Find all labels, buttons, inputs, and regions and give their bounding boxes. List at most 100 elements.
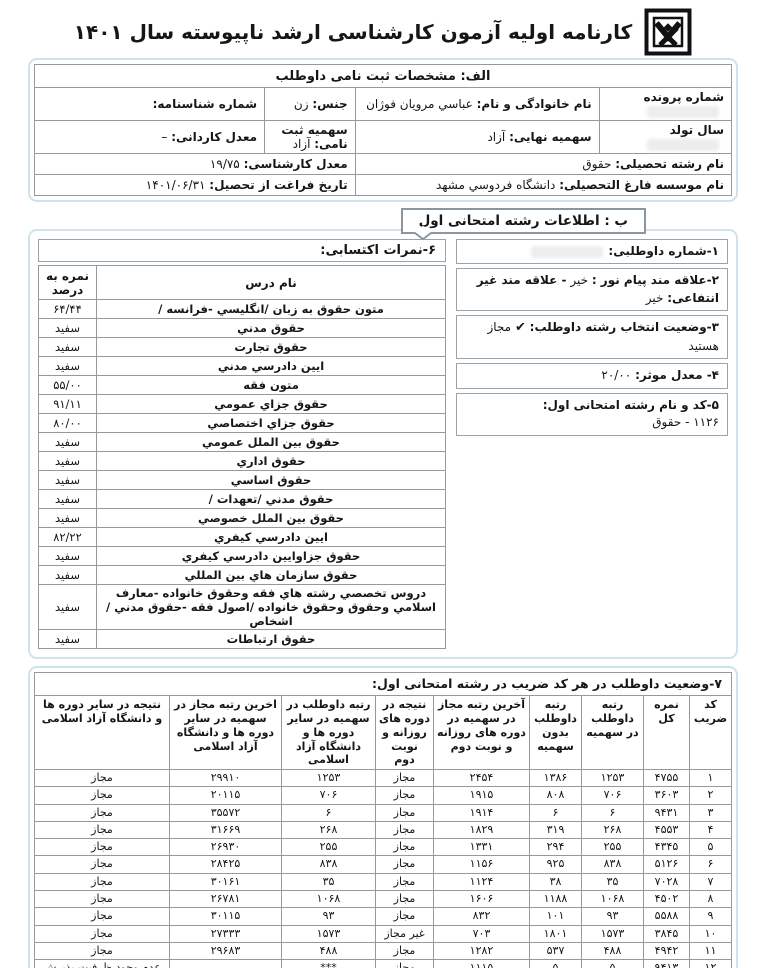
score-value-cell: ۶۴/۴۴ [38, 299, 97, 319]
section-b-title-box: ب : اطلاعات رشته امتحانی اول [400, 208, 646, 234]
info-row: نام رشته تحصیلی: حقوق معدل کارشناسی: ۱۹/… [34, 153, 733, 175]
score-row: متون حقوق به زبان /انگليسي -فرانسه /۶۴/۴… [38, 299, 446, 319]
status-cell: ۲۵۵ [581, 838, 644, 857]
interest-box: ۲-علاقه مند پیام نور : خیر - علاقه مند غ… [456, 268, 728, 312]
status-cell: ۱۱۸۸ [529, 890, 582, 909]
selection-status-value: مجاز هستید [487, 320, 719, 354]
status-cell: مجاز [375, 768, 434, 788]
status-cell: ۱۰۶۸ [581, 890, 644, 909]
status-cell: ۱۱ [689, 941, 732, 961]
status-cell: مجاز [34, 890, 170, 909]
gender-label: جنس: [312, 97, 348, 111]
status-cell: مجاز [34, 924, 170, 943]
status-cell: مجاز [34, 855, 170, 874]
status-cell: ۹۴۱۳ [643, 959, 690, 968]
status-cell: ۳ [689, 803, 732, 822]
status-cell: ۱۱۵۶ [433, 855, 530, 874]
status-cell: ۶ [529, 803, 582, 822]
score-value-cell: سفيد [38, 584, 97, 630]
status-row: ۶ ۵۱۲۶ ۸۳۸ ۹۲۵ ۱۱۵۶ مجاز ۸۳۸ ۲۸۴۲۵ مجاز [34, 855, 732, 874]
sanjesh-logo-icon [644, 8, 692, 56]
status-cell: ۷۰۲۸ [643, 872, 690, 892]
assoc-gpa-cell: معدل کاردانی: – [33, 120, 266, 154]
status-cell: ۲۴۵۴ [433, 768, 530, 788]
exam-field-value: ۱۱۲۶ - حقوق [652, 415, 719, 430]
status-cell: ۵۱۲۶ [643, 855, 690, 874]
status-cell: ۸۳۲ [433, 907, 530, 926]
score-row: ايين دادرسي مدني سفيد [38, 356, 446, 376]
scores-title: ۶-نمرات اکتسابی: [38, 239, 446, 262]
file-number-label: شماره پرونده [643, 90, 724, 104]
status-cell: ۲۸۴۲۵ [169, 855, 282, 874]
selection-status-label: ۳-وضعیت انتخاب رشته داوطلب: [529, 320, 719, 335]
section-a-container: الف: مشخصات ثبت نامی داوطلب شماره پرونده… [28, 58, 738, 202]
status-cell: مجاز [34, 768, 170, 788]
col-header-last-allowed-rank-day: آخرین رتبه مجاز در سهمیه در دوره های روز… [433, 695, 530, 770]
status-cell: ۲۹۴ [529, 838, 582, 857]
grad-date-label: تاریخ فراغت از تحصیل: [209, 178, 348, 192]
status-cell: مجاز [375, 838, 434, 857]
score-value-cell: سفيد [38, 489, 97, 509]
status-cell: مجاز [375, 959, 434, 968]
status-cell: ۶ [281, 803, 376, 822]
status-cell: ۱۹۱۴ [433, 803, 530, 822]
status-cell: ۲۰۱۱۵ [169, 786, 282, 805]
status-cell: ۱۶۰۶ [433, 890, 530, 909]
payamnoor-interest-value: خیر [570, 273, 588, 288]
section-b-title: ب : اطلاعات رشته امتحانی اول [418, 213, 628, 229]
birth-year-cell: سال تولد [598, 120, 733, 154]
id-number-cell: شماره شناسنامه: [33, 87, 266, 121]
score-row: دروس تخصصي رشته هاي فقه وحقوق خانواده -م… [38, 584, 446, 630]
scores-table: نام درس نمره به درصد متون حقوق به زبان /… [38, 265, 446, 649]
col-header-rank-without-quota: رتبه داوطلب بدون سهمیه [529, 695, 582, 770]
status-cell: ۳۸۴۵ [643, 924, 690, 943]
score-row: حقوق جزاي عمومي ۹۱/۱۱ [38, 394, 446, 414]
status-title-row: ۷-وضعیت داوطلب در هر کد ضریب در رشته امت… [34, 671, 732, 697]
status-cell: مجاز [375, 890, 434, 909]
score-row: حقوق تجارت سفيد [38, 337, 446, 357]
course-name-cell: حقوق اداري [96, 451, 446, 471]
score-value-cell: سفيد [38, 546, 97, 566]
score-row: متون فقه ۵۵/۰۰ [38, 375, 446, 395]
bsc-gpa-label: معدل کارشناسی: [243, 157, 348, 171]
status-cell: ۴۸۸ [281, 941, 376, 961]
status-cell: ۸۳۸ [281, 855, 376, 874]
score-value-cell: ۸۰/۰۰ [38, 413, 97, 433]
status-row: ۹ ۵۵۸۸ ۹۳ ۱۰۱ ۸۳۲ مجاز ۹۳ ۳۰۱۱۵ مجاز [34, 907, 732, 926]
status-cell: مجاز [375, 941, 434, 961]
final-quota-cell: سهمیه نهایی: آزاد [354, 120, 600, 154]
status-row: ۸ ۴۵۰۲ ۱۰۶۸ ۱۱۸۸ ۱۶۰۶ مجاز ۱۰۶۸ ۲۶۷۸۱ مجاز [34, 890, 732, 909]
course-name-cell: دروس تخصصي رشته هاي فقه وحقوق خانواده -م… [96, 584, 446, 630]
course-name-cell: حقوق جزاي اختصاصي [96, 413, 446, 433]
status-cell: ۱۸۲۹ [433, 820, 530, 840]
nonprofit-interest-value: خیر [645, 290, 664, 305]
course-name-cell: حقوق اساسي [96, 470, 446, 490]
status-cell: ۳۱۶۶۹ [169, 820, 282, 840]
status-cell: ۲۹۶۸۳ [169, 941, 282, 961]
score-row: حقوق بين الملل عمومي سفيد [38, 432, 446, 452]
col-header-rank-in-quota: رتبه داوطلب در سهمیه [581, 695, 644, 770]
status-cell: ۱۰ [689, 924, 732, 943]
bsc-gpa-value: ۱۹/۷۵ [209, 157, 240, 171]
course-name-cell: حقوق جزاي عمومي [96, 394, 446, 414]
full-name-value: عباسي مرويان فوژان [366, 97, 473, 111]
exam-field-box: ۵-کد و نام رشته امتحانی اول: ۱۱۲۶ - حقوق [456, 392, 728, 436]
col-header-result-day: نتیجه در دوره های روزانه و نوبت دوم [375, 695, 434, 770]
scores-header-row: نام درس نمره به درصد [38, 265, 446, 300]
status-cell: ۹۳ [281, 907, 376, 926]
status-cell: مجاز [34, 838, 170, 857]
status-cell: ۱۹۱۵ [433, 786, 530, 805]
reg-quota-cell: سهمیه ثبت نامی: آزاد [264, 120, 356, 154]
institute-value: دانشگاه فردوسي مشهد [435, 178, 556, 192]
status-cell: ۱۰۱ [529, 907, 582, 926]
score-row: حقوق اداري سفيد [38, 451, 446, 471]
effective-gpa-box: ۴- معدل موثر: ۲۰/۰۰ [456, 363, 728, 389]
status-cell: ۲ [689, 786, 732, 805]
status-table-title: ۷-وضعیت داوطلب در هر کد ضریب در رشته امت… [34, 671, 732, 697]
col-header-result-other: نتیجه در سایر دوره ها و دانشگاه آزاد اسل… [34, 695, 170, 770]
course-name-cell: حقوق سازمان هاي بين المللي [96, 565, 446, 585]
status-cell: ۲۷۳۳۳ [169, 924, 282, 943]
status-row: ۳ ۹۴۳۱ ۶ ۶ ۱۹۱۴ مجاز ۶ ۳۵۵۷۲ مجاز [34, 803, 732, 822]
course-name-cell: حقوق تجارت [96, 337, 446, 357]
status-cell: ۷۰۳ [433, 924, 530, 943]
